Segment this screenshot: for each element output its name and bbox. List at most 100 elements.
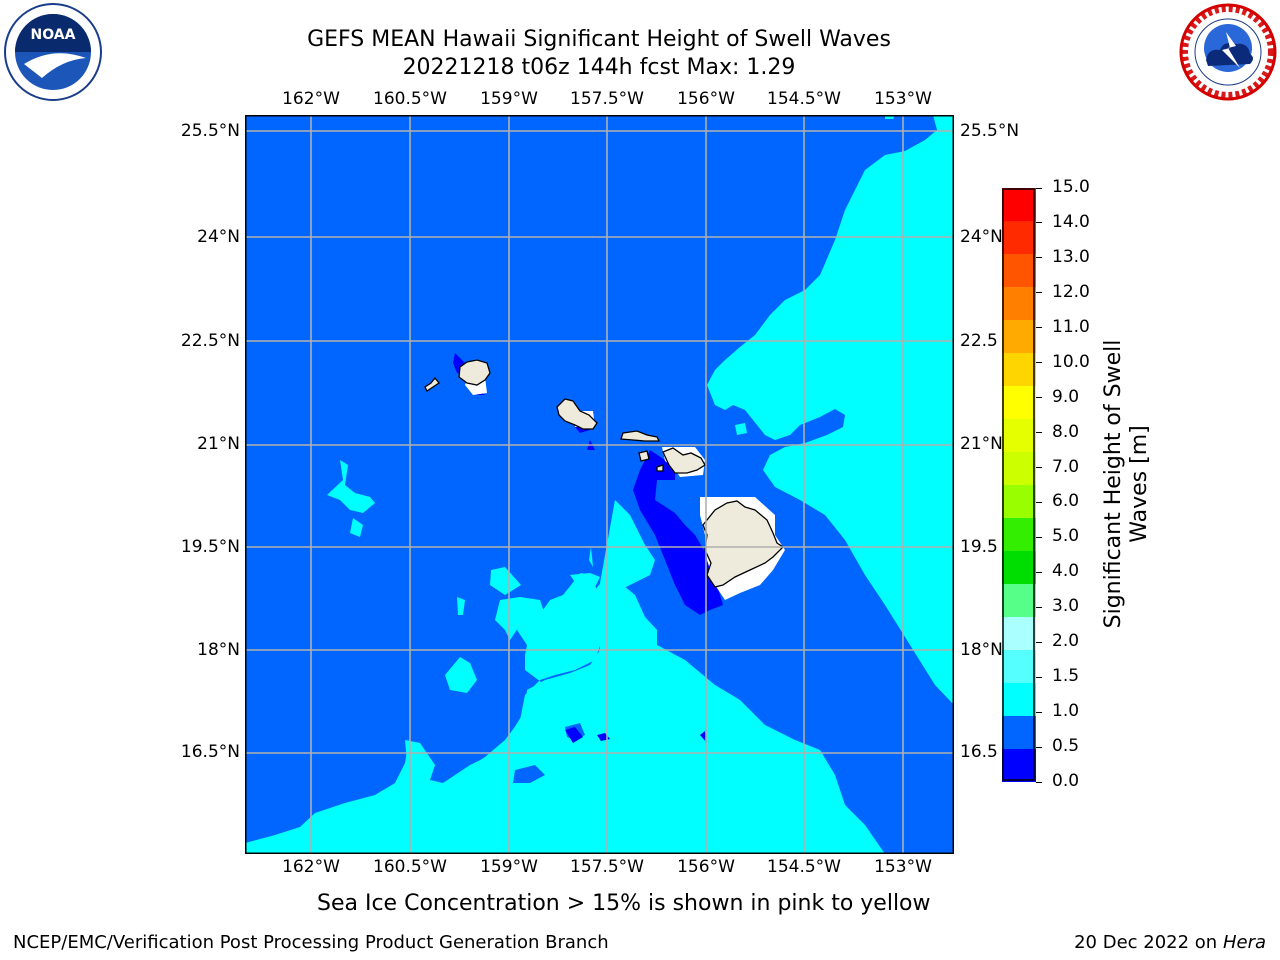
colorbar (1002, 188, 1036, 782)
colorbar-tick-mark (1036, 467, 1042, 469)
colorbar-segment (1002, 188, 1036, 222)
colorbar-segment (1002, 584, 1036, 618)
lon-label-top: 162°W (282, 89, 340, 109)
colorbar-segment (1002, 551, 1036, 585)
map-frame (245, 115, 954, 854)
colorbar-segment (1002, 617, 1036, 651)
sea-ice-note: Sea Ice Concentration > 15% is shown in … (317, 891, 931, 916)
colorbar-tick-mark (1036, 606, 1042, 608)
colorbar-tick-label: 5.0 (1052, 526, 1080, 547)
lat-label-left: 24°N (197, 227, 240, 247)
colorbar-segment (1002, 749, 1036, 782)
colorbar-segment (1002, 683, 1036, 717)
lat-label-right: 25.5°N (960, 121, 1020, 141)
lon-label-top: 160.5°W (373, 89, 447, 109)
lon-label-bottom: 154.5°W (767, 857, 841, 877)
colorbar-tick-label: 14.0 (1052, 211, 1090, 232)
colorbar-segment (1002, 287, 1036, 321)
island-molokai (620, 430, 661, 442)
colorbar-tick-label: 2.0 (1052, 631, 1080, 652)
colorbar-tick-label: 1.5 (1052, 666, 1080, 687)
lon-label-top: 159°W (480, 89, 538, 109)
colorbar-segment (1002, 221, 1036, 255)
swell-region-ne-10-15 (707, 115, 954, 705)
lat-label-right: 19.5 (960, 537, 998, 557)
colorbar-tick-label: 15.0 (1052, 177, 1090, 197)
lat-label-left: 22.5°N (180, 331, 240, 351)
colorbar-tick-mark (1036, 781, 1042, 783)
lon-label-bottom: 157.5°W (570, 857, 644, 877)
colorbar-segment (1002, 716, 1036, 750)
colorbar-tick-mark (1036, 222, 1042, 224)
lat-label-left: 25.5°N (180, 121, 240, 141)
colorbar-tick-label: 9.0 (1052, 386, 1080, 407)
lat-label-right: 21°N (960, 434, 1003, 454)
nws-logo (1179, 3, 1277, 101)
colorbar-tick-label: 4.0 (1052, 561, 1080, 582)
colorbar-segment (1002, 650, 1036, 684)
swell-shadow-big-island (633, 450, 723, 615)
lon-label-bottom: 153°W (874, 857, 932, 877)
island-lanai (638, 450, 650, 462)
map-subtitle: 20221218 t06z 144h fcst Max: 1.29 (402, 55, 796, 80)
colorbar-segment (1002, 419, 1036, 453)
swell-patch-west (327, 460, 375, 513)
island-niihau (424, 376, 440, 392)
footer-timestamp: 20 Dec 2022 on Hera (1074, 932, 1266, 953)
colorbar-tick-mark (1036, 362, 1042, 364)
colorbar-tick-label: 12.0 (1052, 281, 1090, 302)
colorbar-tick-label: 6.0 (1052, 491, 1080, 512)
colorbar-tick-label: 0.5 (1052, 736, 1080, 757)
colorbar-tick-mark (1036, 746, 1042, 748)
colorbar-tick-label: 13.0 (1052, 246, 1090, 267)
lat-label-left: 21°N (197, 434, 240, 454)
colorbar-tick-mark (1036, 641, 1042, 643)
colorbar-tick-mark (1036, 711, 1042, 713)
lon-label-bottom: 162°W (282, 857, 340, 877)
footer-credit: NCEP/EMC/Verification Post Processing Pr… (13, 932, 609, 953)
lat-label-left: 18°N (197, 640, 240, 660)
colorbar-tick-mark (1036, 257, 1042, 259)
lat-label-left: 19.5°N (180, 537, 240, 557)
lon-label-top: 156°W (677, 89, 735, 109)
colorbar-tick-label: 1.0 (1052, 701, 1080, 722)
colorbar-segment (1002, 353, 1036, 387)
colorbar-tick-label: 7.0 (1052, 456, 1080, 477)
lat-label-right: 22.5 (960, 331, 998, 351)
map-title: GEFS MEAN Hawaii Significant Height of S… (307, 27, 891, 52)
lon-label-top: 154.5°W (767, 89, 841, 109)
colorbar-tick-mark (1036, 432, 1042, 434)
noaa-text: NOAA (31, 27, 76, 43)
colorbar-tick-mark (1036, 501, 1042, 503)
colorbar-segment (1002, 518, 1036, 552)
colorbar-segment (1002, 452, 1036, 486)
swell-height-map (245, 115, 954, 854)
colorbar-tick-mark (1036, 187, 1042, 189)
island-maui (662, 447, 706, 474)
colorbar-tick-mark (1036, 571, 1042, 573)
lat-label-right: 16.5 (960, 742, 998, 762)
colorbar-tick-mark (1036, 397, 1042, 399)
island-kauai (458, 359, 491, 386)
colorbar-segment (1002, 485, 1036, 519)
island-oahu (556, 398, 598, 430)
lon-label-bottom: 159°W (480, 857, 538, 877)
colorbar-segment (1002, 254, 1036, 288)
lon-label-bottom: 160.5°W (373, 857, 447, 877)
lat-label-left: 16.5°N (180, 742, 240, 762)
colorbar-label: Significant Height of Swell Waves [m] (1101, 339, 1152, 629)
colorbar-tick-label: 10.0 (1052, 351, 1090, 372)
colorbar-tick-label: 3.0 (1052, 596, 1080, 617)
colorbar-tick-label: 8.0 (1052, 421, 1080, 442)
colorbar-tick-mark (1036, 292, 1042, 294)
colorbar-segment (1002, 320, 1036, 354)
colorbar-tick-mark (1036, 676, 1042, 678)
lat-label-right: 18°N (960, 640, 1003, 660)
colorbar-tick-label: 0.0 (1052, 771, 1080, 791)
map-gridlines (245, 115, 954, 854)
lon-label-top: 157.5°W (570, 89, 644, 109)
colorbar-tick-mark (1036, 536, 1042, 538)
colorbar-tick-label: 11.0 (1052, 316, 1090, 337)
lon-label-bottom: 156°W (677, 857, 735, 877)
colorbar-tick-mark (1036, 327, 1042, 329)
